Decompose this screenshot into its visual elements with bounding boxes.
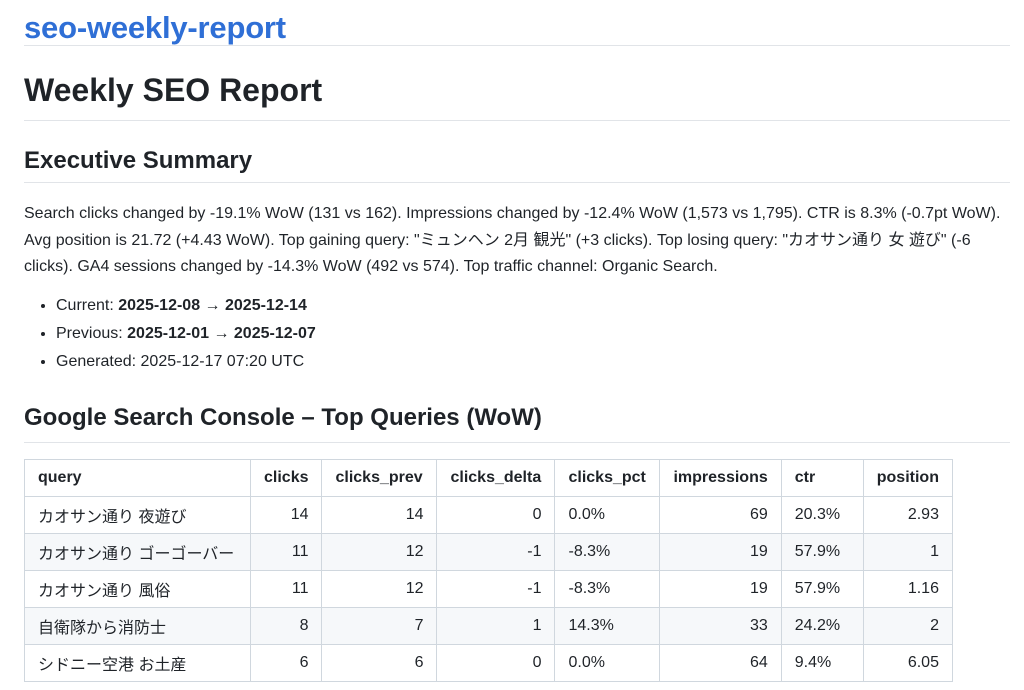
table-row: シドニー空港 お土産 6 6 0 0.0% 64 9.4% 6.05 bbox=[24, 643, 953, 682]
arrow-right-icon: → bbox=[204, 296, 221, 314]
cell-clicks-prev: 12 bbox=[321, 569, 438, 608]
generated-timestamp: 2025-12-17 07:20 UTC bbox=[140, 352, 305, 370]
cell-clicks-prev: 7 bbox=[321, 606, 438, 645]
cell-clicks-delta: 0 bbox=[436, 643, 556, 682]
period-list: Current: 2025-12-08 → 2025-12-14 Previou… bbox=[24, 292, 1010, 376]
column-header-impressions: impressions bbox=[659, 458, 782, 497]
cell-ctr: 20.3% bbox=[780, 495, 864, 534]
column-header-ctr: ctr bbox=[780, 458, 864, 497]
cell-clicks-prev: 12 bbox=[321, 532, 438, 571]
cell-clicks: 11 bbox=[249, 532, 323, 571]
cell-impressions: 64 bbox=[659, 643, 782, 682]
column-header-position: position bbox=[862, 458, 953, 497]
table-row: カオサン通り 夜遊び 14 14 0 0.0% 69 20.3% 2.93 bbox=[24, 495, 953, 534]
site-title-link[interactable]: seo-weekly-report bbox=[24, 0, 1010, 46]
cell-clicks-delta: 0 bbox=[436, 495, 556, 534]
cell-clicks: 14 bbox=[249, 495, 323, 534]
column-header-clicks-delta: clicks_delta bbox=[436, 458, 556, 497]
column-header-clicks-pct: clicks_pct bbox=[554, 458, 661, 497]
cell-position: 6.05 bbox=[862, 643, 953, 682]
cell-clicks-pct: 0.0% bbox=[554, 643, 661, 682]
table-row: カオサン通り 風俗 11 12 -1 -8.3% 19 57.9% 1.16 bbox=[24, 569, 953, 608]
cell-position: 1 bbox=[862, 532, 953, 571]
list-item-generated: Generated: 2025-12-17 07:20 UTC bbox=[56, 348, 1010, 376]
arrow-right-icon: → bbox=[213, 324, 230, 342]
list-item-previous: Previous: 2025-12-01 → 2025-12-07 bbox=[56, 320, 1010, 348]
page-title: Weekly SEO Report bbox=[24, 46, 1010, 121]
cell-impressions: 19 bbox=[659, 532, 782, 571]
current-start-date: 2025-12-08 bbox=[118, 296, 201, 314]
cell-query: 自衛隊から消防士 bbox=[24, 606, 251, 645]
gsc-heading: Google Search Console – Top Queries (WoW… bbox=[24, 396, 1010, 443]
cell-ctr: 24.2% bbox=[780, 606, 864, 645]
table-row: 自衛隊から消防士 8 7 1 14.3% 33 24.2% 2 bbox=[24, 606, 953, 645]
column-header-query: query bbox=[24, 458, 251, 497]
cell-position: 1.16 bbox=[862, 569, 953, 608]
cell-impressions: 69 bbox=[659, 495, 782, 534]
cell-ctr: 57.9% bbox=[780, 532, 864, 571]
gsc-queries-table: query clicks clicks_prev clicks_delta cl… bbox=[24, 458, 953, 682]
current-end-date: 2025-12-14 bbox=[225, 296, 307, 314]
current-label: Current: bbox=[56, 296, 114, 314]
cell-clicks-delta: -1 bbox=[436, 532, 556, 571]
cell-position: 2.93 bbox=[862, 495, 953, 534]
cell-clicks: 6 bbox=[249, 643, 323, 682]
cell-clicks-prev: 14 bbox=[321, 495, 438, 534]
cell-clicks-delta: 1 bbox=[436, 606, 556, 645]
previous-start-date: 2025-12-01 bbox=[127, 324, 209, 342]
cell-clicks-pct: 0.0% bbox=[554, 495, 661, 534]
table-header-row: query clicks clicks_prev clicks_delta cl… bbox=[24, 458, 953, 497]
cell-query: シドニー空港 お土産 bbox=[24, 643, 251, 682]
cell-query: カオサン通り 風俗 bbox=[24, 569, 251, 608]
summary-paragraph: Search clicks changed by -19.1% WoW (131… bbox=[24, 205, 1001, 275]
list-item-current: Current: 2025-12-08 → 2025-12-14 bbox=[56, 292, 1010, 320]
cell-clicks-delta: -1 bbox=[436, 569, 556, 608]
previous-label: Previous: bbox=[56, 324, 123, 342]
generated-label: Generated: bbox=[56, 352, 137, 370]
cell-query: カオサン通り 夜遊び bbox=[24, 495, 251, 534]
cell-ctr: 9.4% bbox=[780, 643, 864, 682]
cell-query: カオサン通り ゴーゴーバー bbox=[24, 532, 251, 571]
column-header-clicks: clicks bbox=[249, 458, 323, 497]
cell-position: 2 bbox=[862, 606, 953, 645]
cell-ctr: 57.9% bbox=[780, 569, 864, 608]
cell-clicks-prev: 6 bbox=[321, 643, 438, 682]
column-header-clicks-prev: clicks_prev bbox=[321, 458, 438, 497]
cell-impressions: 19 bbox=[659, 569, 782, 608]
previous-end-date: 2025-12-07 bbox=[233, 324, 316, 342]
cell-clicks: 8 bbox=[249, 606, 323, 645]
cell-clicks-pct: -8.3% bbox=[554, 569, 661, 608]
cell-impressions: 33 bbox=[659, 606, 782, 645]
cell-clicks-pct: 14.3% bbox=[554, 606, 661, 645]
cell-clicks: 11 bbox=[249, 569, 323, 608]
table-row: カオサン通り ゴーゴーバー 11 12 -1 -8.3% 19 57.9% 1 bbox=[24, 532, 953, 571]
cell-clicks-pct: -8.3% bbox=[554, 532, 661, 571]
executive-summary-heading: Executive Summary bbox=[24, 121, 1010, 183]
